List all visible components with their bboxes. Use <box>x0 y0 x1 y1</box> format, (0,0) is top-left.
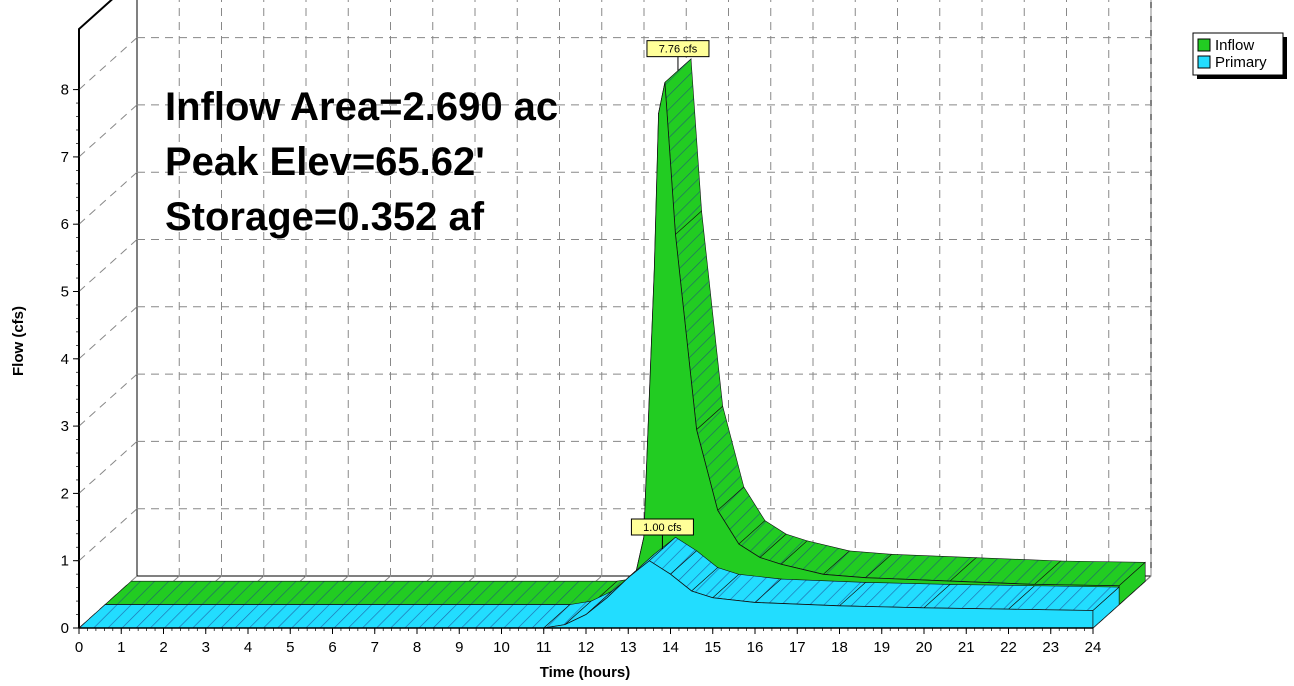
series-surface-segment <box>104 580 618 605</box>
grid-diagonal <box>78 441 138 494</box>
x-tick-label: 2 <box>159 639 167 656</box>
legend-swatch-inflow <box>1197 38 1211 52</box>
grid-diagonal <box>78 306 138 360</box>
chart-axes: 0 1 2 3 4 5 6 7 8 9 10 11 12 13 14 15 16 17 18 19 20 21 22 23 24… <box>61 29 1102 656</box>
grid-diagonal <box>78 37 138 90</box>
x-tick-label: 20 <box>916 639 933 656</box>
x-tick-label: 1 <box>117 639 125 656</box>
legend-swatch-primary <box>1197 55 1211 69</box>
chart-labels: Time (hours) Flow (cfs) Inflow Area=2.69… <box>10 85 630 681</box>
annotation-storage: Storage=0.352 af <box>165 195 485 239</box>
x-tick-label: 16 <box>747 639 764 656</box>
peak-label-text: 7.76 cfs <box>659 44 698 56</box>
x-tick-label: 3 <box>202 639 210 656</box>
x-tick-label: 17 <box>789 639 806 656</box>
y-axis-title: Flow (cfs) <box>10 306 27 376</box>
series-front-face <box>79 560 1094 629</box>
x-tick-label: 24 <box>1085 639 1102 656</box>
x-tick-label: 11 <box>536 639 552 656</box>
x-tick-label: 13 <box>620 639 637 656</box>
series-inflow <box>104 58 1146 606</box>
y-tick-label: 0 <box>61 620 69 637</box>
x-tick-label: 0 <box>75 639 83 656</box>
y-tick-label: 7 <box>61 149 69 166</box>
y-tick-label: 8 <box>61 82 69 99</box>
x-tick-label: 5 <box>286 639 294 656</box>
x-tick-label: 6 <box>328 639 336 656</box>
y-tick-label: 6 <box>61 216 69 233</box>
y-tick-label: 1 <box>61 553 69 570</box>
annotation-peak-elev: Peak Elev=65.62' <box>165 140 485 184</box>
y-tick-label: 3 <box>61 418 69 435</box>
y-tick-label: 4 <box>61 351 69 368</box>
annotation-inflow-area: Inflow Area=2.690 ac <box>165 85 558 129</box>
left-wall-edge <box>78 0 113 628</box>
series-layer <box>78 58 1146 629</box>
x-tick-label: 10 <box>493 639 510 656</box>
x-tick-label: 21 <box>958 639 975 656</box>
peak-label-primary: 1.00 cfs <box>630 518 694 549</box>
x-tick-label: 15 <box>704 639 721 656</box>
series-surface-segment <box>78 604 571 629</box>
peak-label-text: 1.00 cfs <box>643 522 682 534</box>
y-tick-label: 2 <box>61 485 69 502</box>
x-tick-label: 22 <box>1000 639 1017 656</box>
x-tick-label: 12 <box>578 639 595 656</box>
grid-diagonal <box>78 508 138 562</box>
legend-label-primary: Primary <box>1215 54 1267 71</box>
peak-label-box <box>646 40 710 58</box>
grid-diagonal <box>78 373 138 427</box>
peak-label-box <box>630 518 694 536</box>
peak-labels: 7.76 cfs 1.00 cfs <box>630 40 710 549</box>
legend-label-inflow: Inflow <box>1215 37 1254 54</box>
series-end-cap <box>1092 586 1120 629</box>
y-tick-label: 5 <box>61 284 69 301</box>
series-front-face <box>105 82 1120 605</box>
peak-label-inflow: 7.76 cfs <box>646 40 710 71</box>
series-primary <box>78 536 1120 629</box>
x-tick-label: 14 <box>662 639 679 656</box>
x-tick-label: 23 <box>1042 639 1059 656</box>
grid-diagonal <box>78 239 138 292</box>
grid-diagonal <box>78 171 138 225</box>
x-tick-label: 18 <box>831 639 848 656</box>
x-tick-label: 7 <box>371 639 379 656</box>
x-tick-label: 4 <box>244 639 252 656</box>
x-axis-title: Time (hours) <box>540 664 631 681</box>
x-tick-label: 19 <box>873 639 890 656</box>
grid-diagonal <box>78 104 138 158</box>
x-tick-label: 9 <box>455 639 463 656</box>
x-tick-label: 8 <box>413 639 421 656</box>
